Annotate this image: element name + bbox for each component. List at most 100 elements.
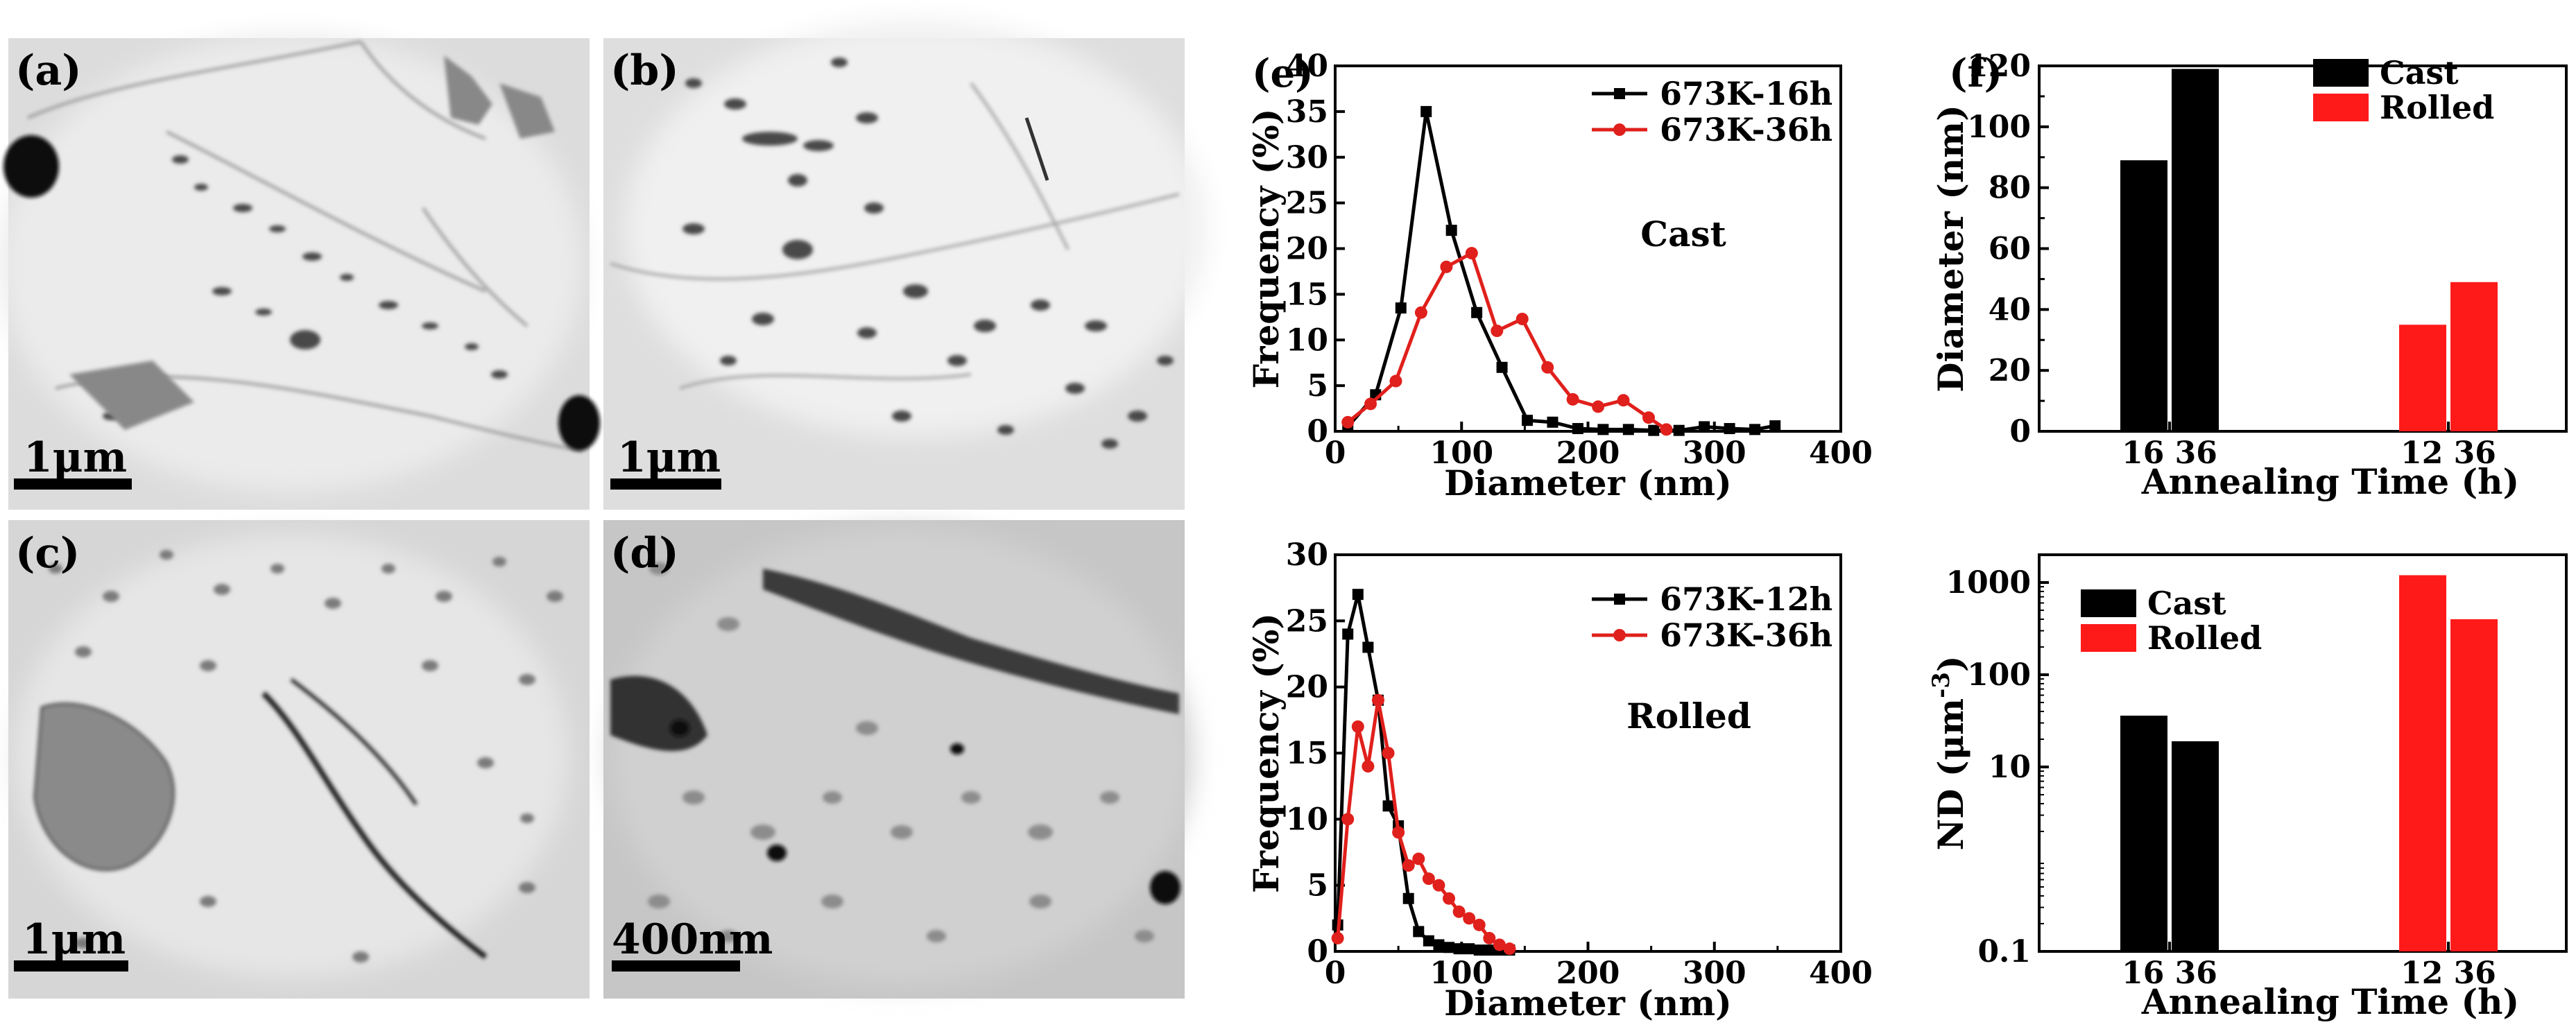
data-point [1331, 931, 1344, 944]
y-tick-label: 20 [1286, 670, 1328, 705]
micrograph-b: 1μm (b) [603, 21, 1207, 510]
y-tick-label: 10 [1989, 750, 2031, 785]
x-axis-title: Annealing Time (h) [2141, 461, 2519, 502]
legend-swatch [2081, 589, 2136, 617]
y-axis-title: Frequency (%) [1246, 109, 1287, 389]
data-point [1699, 421, 1710, 433]
data-point [1496, 361, 1508, 373]
bar-Rolled [2450, 282, 2498, 431]
y-tick-label: 35 [1286, 94, 1328, 130]
y-axis-title-close: ) [1930, 655, 1971, 672]
chart-e-bottom-rolled-size-distribution: 0 100 200 300 400 0 5 10 15 20 25 30 Diameter (nm) Fr… [1246, 537, 1873, 1024]
data-point [1547, 416, 1559, 428]
data-point [1769, 420, 1781, 432]
scale-bar-b [610, 478, 721, 490]
legend-marker [1614, 88, 1625, 99]
data-point [1443, 942, 1455, 953]
x-tick-label: 0 [1325, 956, 1346, 991]
legend-label: 673K-16h [1660, 75, 1832, 112]
panel-label-c: (c) [15, 529, 80, 578]
data-point [1402, 892, 1414, 904]
y-tick-label: 0 [2009, 414, 2031, 449]
y-tick-label: 20 [1989, 353, 2031, 388]
data-point [1483, 931, 1496, 944]
y-axis-title-text: ND (μm [1930, 698, 1971, 851]
y-tick-label: 100 [1967, 657, 2031, 693]
y-tick-label: 60 [1989, 232, 2031, 267]
data-point [1491, 325, 1504, 338]
data-point [1622, 424, 1634, 435]
legend-label: 673K-36h [1660, 111, 1832, 148]
x-tick-label: 16 36 [2122, 435, 2217, 471]
data-point [1443, 892, 1456, 905]
legend-label: 673K-36h [1660, 616, 1832, 654]
data-point [1452, 905, 1466, 918]
micrograph-c: 1μm (c) [8, 520, 590, 999]
x-tick-label: 300 [1683, 956, 1746, 991]
scale-bar-label-c: 1μm [22, 915, 126, 964]
panel-label-d: (d) [610, 529, 679, 578]
y-tick-label: 30 [1286, 537, 1328, 573]
y-tick-label: 120 [1967, 49, 2031, 84]
y-axis-title: Frequency (%) [1246, 613, 1287, 893]
y-tick-label: 40 [1286, 49, 1328, 84]
y-tick-label: 15 [1286, 736, 1328, 771]
panel-label: (e) [1252, 51, 1314, 96]
scale-bar-c [14, 960, 128, 972]
data-point [1362, 760, 1375, 773]
data-point [1673, 424, 1685, 436]
y-tick-label: 80 [1989, 171, 2031, 206]
data-point [1432, 879, 1445, 892]
data-point [1648, 424, 1660, 436]
scale-bar-label-d: 400nm [612, 915, 773, 964]
x-tick-label: 300 [1683, 435, 1746, 471]
data-point [1433, 939, 1445, 951]
data-point [1389, 374, 1402, 388]
data-point [1493, 938, 1506, 951]
panel-label: (f) [1949, 51, 2002, 96]
legend-swatch [2313, 94, 2369, 121]
data-point [1445, 225, 1457, 236]
data-point [1352, 589, 1364, 601]
data-point [1453, 943, 1465, 955]
bar-Cast [2120, 160, 2167, 431]
data-point [1382, 800, 1394, 812]
data-point [1572, 423, 1583, 435]
y-tick-label: 5 [1307, 868, 1328, 904]
series-line-673K-36h [1336, 700, 1511, 951]
data-point [1420, 105, 1432, 117]
legend-swatch [2081, 624, 2136, 652]
x-tick-label: 12 36 [2401, 435, 2496, 471]
data-point [1341, 813, 1355, 826]
data-point [1471, 307, 1483, 318]
y-tick-label: 10 [1286, 322, 1328, 358]
y-tick-label: 0 [1307, 414, 1328, 449]
micrograph-d: 400nm (d) [603, 520, 1193, 999]
data-point [1362, 641, 1374, 653]
data-point [1642, 411, 1655, 424]
legend-marker [1614, 594, 1625, 605]
data-point [1465, 247, 1478, 260]
data-point [1402, 859, 1415, 872]
micrograph-a: 1μm (a) [0, 35, 600, 510]
x-tick-label: 200 [1556, 956, 1620, 991]
legend-swatch [2313, 59, 2369, 87]
x-tick-label: 200 [1556, 435, 1620, 471]
chart-annotation: Rolled [1626, 696, 1751, 736]
data-point [1413, 926, 1425, 938]
data-point [1412, 852, 1425, 865]
data-point [1566, 392, 1579, 406]
y-tick-label: 10 [1286, 802, 1328, 837]
y-tick-label: 25 [1286, 603, 1328, 639]
data-point [1484, 944, 1495, 956]
y-tick-label: 25 [1286, 186, 1328, 221]
x-tick-label: 100 [1429, 435, 1493, 471]
x-tick-label: 16 36 [2122, 956, 2217, 991]
y-tick-label: 0.1 [1977, 934, 2031, 969]
bar-Rolled [2399, 575, 2446, 951]
data-point [1382, 747, 1395, 759]
data-point [1422, 872, 1435, 886]
